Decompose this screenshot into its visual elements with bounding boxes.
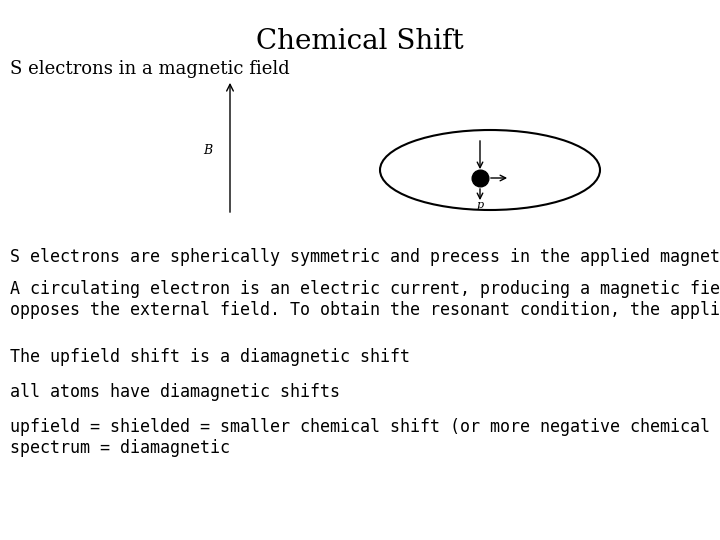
Text: The upfield shift is a diamagnetic shift: The upfield shift is a diamagnetic shift	[10, 348, 410, 366]
Text: upfield = shielded = smaller chemical shift (or more negative chemical shift) = : upfield = shielded = smaller chemical sh…	[10, 418, 720, 457]
Text: S electrons in a magnetic field: S electrons in a magnetic field	[10, 60, 289, 78]
Text: B: B	[203, 144, 212, 157]
Text: Chemical Shift: Chemical Shift	[256, 28, 464, 55]
Text: A circulating electron is an electric current, producing a magnetic field at the: A circulating electron is an electric cu…	[10, 280, 720, 319]
Text: all atoms have diamagnetic shifts: all atoms have diamagnetic shifts	[10, 383, 340, 401]
Text: S electrons are spherically symmetric and precess in the applied magnetic field.: S electrons are spherically symmetric an…	[10, 248, 720, 266]
Text: p: p	[477, 200, 484, 210]
